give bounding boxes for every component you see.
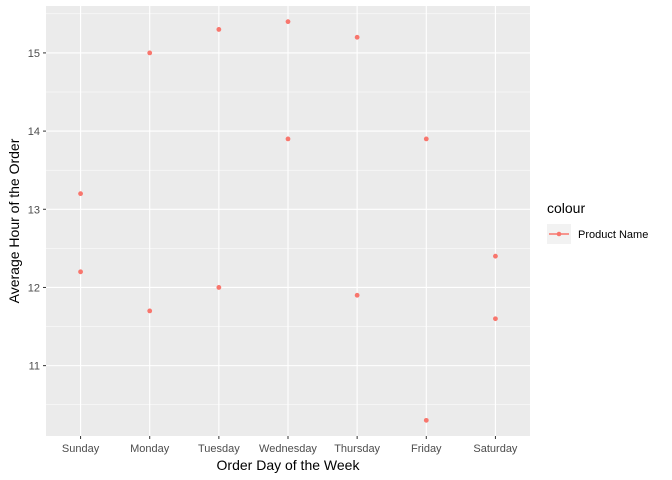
x-axis-title: Order Day of the Week [217, 457, 361, 473]
y-tick-label: 14 [28, 126, 40, 138]
x-tick-label: Thursday [334, 443, 380, 455]
data-point [216, 285, 222, 290]
y-tick-label: 15 [28, 48, 40, 60]
y-axis: 11 12 13 14 15 [28, 48, 46, 373]
y-tick-label: 13 [28, 204, 40, 216]
data-point [354, 292, 360, 298]
y-tick-label: 12 [28, 282, 40, 294]
x-axis: Sunday Monday Tuesday Wednesday Thursday Frid… [62, 436, 518, 455]
data-point [423, 417, 429, 423]
data-point [285, 19, 291, 25]
data-point [493, 253, 498, 259]
x-tick-label: Tuesday [198, 443, 240, 455]
data-point [147, 50, 153, 56]
data-point [147, 308, 153, 314]
data-point [78, 269, 83, 275]
data-point [285, 136, 291, 142]
y-tick-label: 11 [29, 361, 40, 373]
data-point [493, 316, 498, 322]
data-points [78, 19, 498, 423]
x-tick-label: Sunday [62, 443, 100, 455]
x-tick-label: Wednesday [259, 443, 317, 455]
x-tick-label: Monday [130, 443, 170, 455]
legend-label-product-name: Product Name [578, 229, 648, 241]
legend-title: colour [547, 200, 585, 216]
x-tick-label: Saturday [473, 443, 518, 455]
legend: colour Product Name [547, 200, 648, 244]
data-point [354, 34, 360, 40]
legend-key-point [556, 231, 562, 237]
grid-lines [46, 6, 530, 436]
x-tick-label: Friday [411, 443, 442, 455]
data-point [423, 136, 429, 142]
data-point [78, 191, 83, 197]
y-axis-title: Average Hour of the Order [6, 138, 22, 303]
data-point [216, 27, 222, 32]
